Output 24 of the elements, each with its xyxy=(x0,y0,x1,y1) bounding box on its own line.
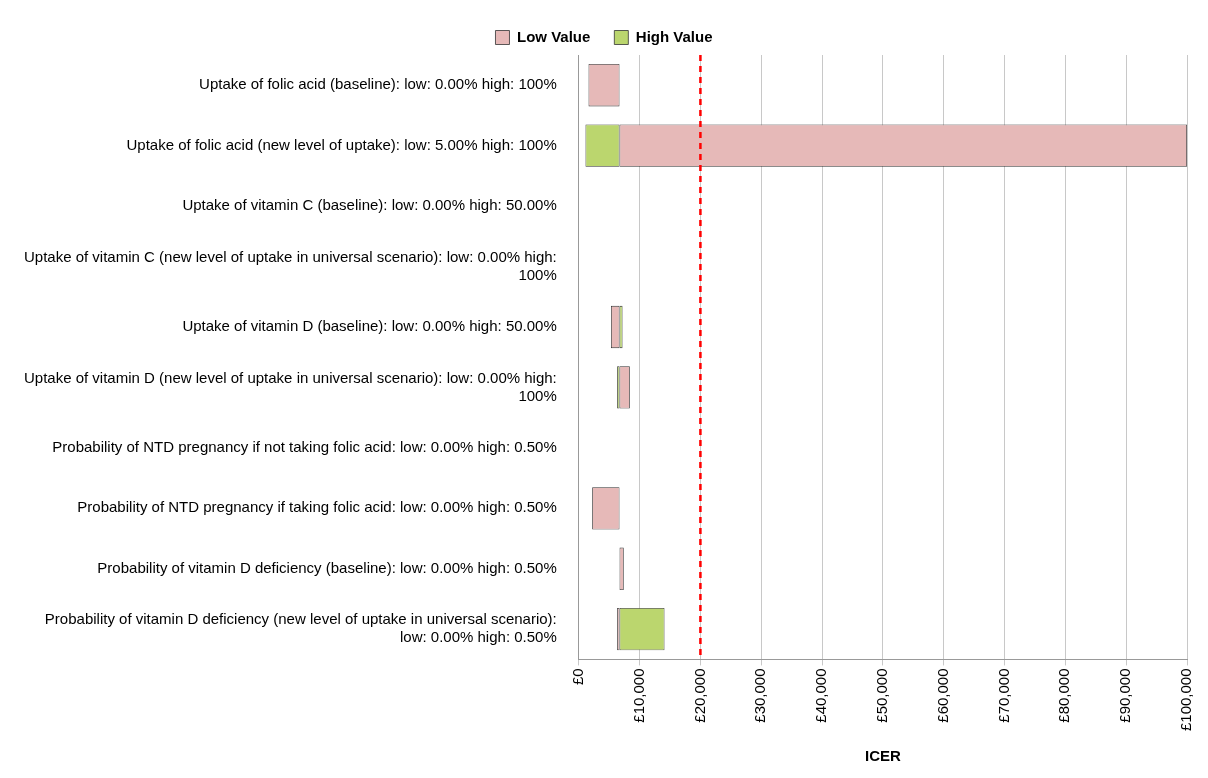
x-tick-label: £10,000 xyxy=(629,668,647,723)
x-tick-label: £50,000 xyxy=(873,668,891,723)
legend-label: High Value xyxy=(635,27,713,45)
y-tick-label: Uptake of folic acid (new level of uptake): low: 5.00% high: 100% xyxy=(126,135,557,153)
y-tick-label: Uptake of folic acid (baseline): low: 0.00% high: 100% xyxy=(199,75,557,93)
x-axis-title: ICER xyxy=(864,747,901,765)
x-tick-label: £80,000 xyxy=(1055,668,1073,723)
y-tick-label: Uptake of vitamin C (baseline): low: 0.00% high: 50.00% xyxy=(182,196,557,214)
x-tick-label: £0 xyxy=(568,668,586,686)
x-tick-label: £40,000 xyxy=(812,668,830,723)
legend-label: Low Value xyxy=(516,27,591,45)
x-tick-label: £70,000 xyxy=(994,668,1012,723)
x-tick-label: £30,000 xyxy=(751,668,769,723)
y-tick-label: Uptake of vitamin C (new level of uptake in universal scenario): low: 0.00% high: 100% xyxy=(24,247,557,283)
x-tick-label: £60,000 xyxy=(933,668,951,723)
x-tick-label: £90,000 xyxy=(1116,668,1134,723)
y-tick-label: Probability of vitamin D deficiency (baseline): low: 0.00% high: 0.50% xyxy=(97,558,557,576)
y-tick-label: Probability of vitamin D deficiency (new level of uptake in universal scenario): low: 0.00% high: 0.50% xyxy=(44,610,557,646)
y-tick-label: Uptake of vitamin D (baseline): low: 0.00% high: 50.00% xyxy=(182,317,557,335)
x-tick-label: £100,000 xyxy=(1177,668,1195,732)
y-tick-label: Probability of NTD pregnancy if taking folic acid: low: 0.00% high: 0.50% xyxy=(77,498,557,516)
x-tick-label: £20,000 xyxy=(690,668,708,723)
y-tick-label: Uptake of vitamin D (new level of uptake in universal scenario): low: 0.00% high: 100% xyxy=(24,368,557,404)
y-tick-label: Probability of NTD pregnancy if not taking folic acid: low: 0.00% high: 0.50% xyxy=(52,438,557,456)
